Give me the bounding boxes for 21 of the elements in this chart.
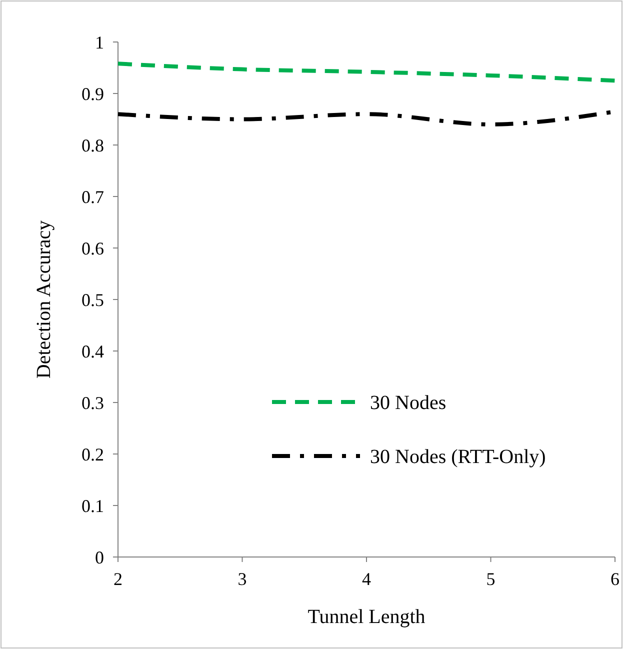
x-tick-label: 6 (610, 569, 620, 589)
legend-label: 30 Nodes (RTT-Only) (370, 446, 546, 468)
x-tick-label: 4 (362, 569, 371, 589)
y-tick-label: 0.7 (82, 186, 104, 207)
y-tick-label: 0.2 (82, 444, 104, 464)
x-tick-label: 5 (486, 569, 496, 589)
y-tick-label: 0.1 (82, 496, 104, 516)
legend-label: 30 Nodes (370, 392, 446, 414)
x-axis-title: Tunnel Length (308, 606, 426, 628)
y-axis-title: Detection Accuracy (33, 220, 55, 379)
y-tick-label: 0 (95, 547, 104, 568)
y-tick-label: 0.3 (82, 392, 104, 413)
y-tick-label: 0.6 (82, 238, 104, 258)
line-series (116, 62, 617, 83)
y-tick-label: 0.8 (82, 135, 104, 156)
y-tick-label: 1 (95, 32, 104, 52)
y-tick-label: 0.4 (82, 341, 104, 362)
y-tick-label: 0.5 (82, 290, 104, 310)
x-tick-label: 2 (114, 569, 122, 589)
x-tick-label: 3 (238, 569, 247, 589)
y-tick-label: 0.9 (82, 84, 104, 104)
